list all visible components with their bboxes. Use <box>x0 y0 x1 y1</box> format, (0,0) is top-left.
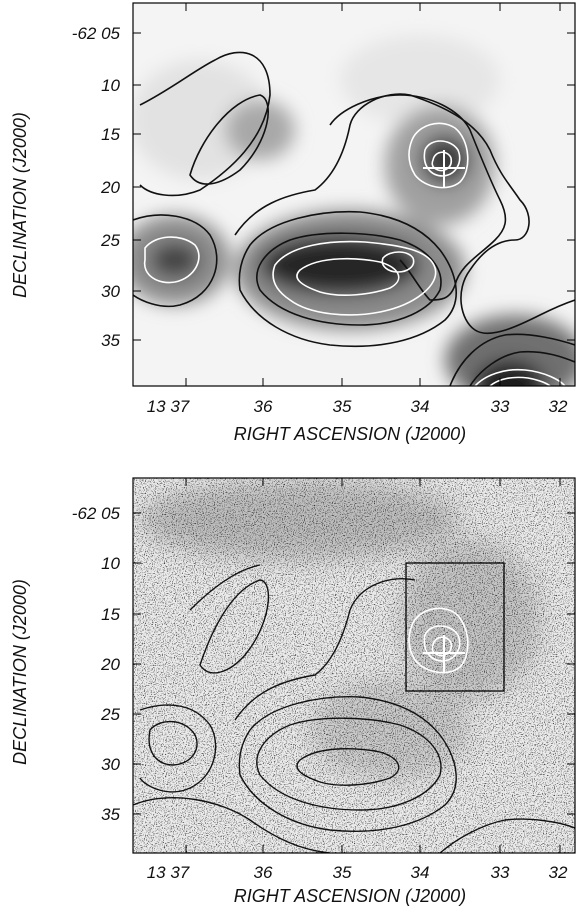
dec-tick-label: 25 <box>100 231 120 250</box>
dec-tick-label: 15 <box>101 605 120 624</box>
ra-tick-label: 13 37 <box>147 397 190 416</box>
ra-tick-label: 34 <box>411 863 430 882</box>
optical-star-field <box>133 478 575 853</box>
greyscale-emission-map <box>133 3 575 386</box>
contour-map-panel-top: -62 05 10 15 20 25 30 35 13 37 36 35 34 … <box>0 0 577 455</box>
optical-image-panel-bottom: -62 05 10 15 20 25 30 35 13 37 36 35 34 … <box>0 460 577 912</box>
dec-tick-label: 20 <box>100 178 120 197</box>
ra-tick-label: 36 <box>254 397 273 416</box>
ra-tick-label: 33 <box>491 397 510 416</box>
x-axis-label: RIGHT ASCENSION (J2000) <box>234 424 466 444</box>
dec-tick-label: 25 <box>100 705 120 724</box>
dec-tick-label: -62 05 <box>72 24 121 43</box>
ra-tick-label: 36 <box>254 863 273 882</box>
y-axis-label: DECLINATION (J2000) <box>10 579 30 765</box>
dec-tick-label: -62 05 <box>72 504 121 523</box>
ra-tick-label: 13 37 <box>147 863 190 882</box>
dec-tick-label: 30 <box>101 755 120 774</box>
dec-tick-label: 30 <box>101 282 120 301</box>
zoom-region-box <box>405 562 505 692</box>
optical-image-bottom-svg: -62 05 10 15 20 25 30 35 13 37 36 35 34 … <box>10 477 576 906</box>
ra-tick-label: 32 <box>549 863 568 882</box>
dec-tick-label: 35 <box>101 331 120 350</box>
ra-tick-label: 35 <box>333 863 352 882</box>
plot-frame <box>132 477 576 854</box>
plot-frame <box>132 2 576 387</box>
ra-tick-label: 35 <box>333 397 352 416</box>
source-cross-marker <box>423 635 465 673</box>
ra-tick-label: 33 <box>491 863 510 882</box>
source-cross-marker <box>423 150 465 188</box>
dec-tick-label: 35 <box>101 805 120 824</box>
contour-map-top-svg: -62 05 10 15 20 25 30 35 13 37 36 35 34 … <box>10 2 576 444</box>
ra-tick-label: 32 <box>549 397 568 416</box>
ra-tick-label: 34 <box>411 397 430 416</box>
x-axis-label: RIGHT ASCENSION (J2000) <box>234 886 466 906</box>
dec-tick-label: 20 <box>100 655 120 674</box>
dec-tick-label: 15 <box>101 125 120 144</box>
dec-tick-label: 10 <box>101 554 120 573</box>
y-axis-label: DECLINATION (J2000) <box>10 112 30 298</box>
dec-tick-label: 10 <box>101 76 120 95</box>
